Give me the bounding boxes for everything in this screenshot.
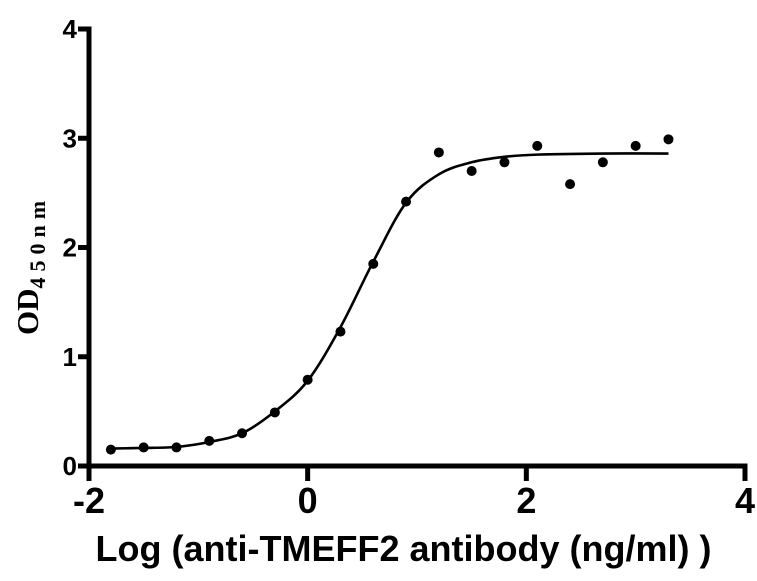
data-point [433, 147, 444, 158]
data-point [105, 444, 116, 455]
x-axis-title: Log (anti-TMEFF2 antibody (ng/ml) ) [95, 528, 712, 569]
data-point [335, 326, 346, 337]
y-tick-label: 0 [63, 451, 77, 481]
data-point [663, 134, 674, 145]
data-point [466, 166, 477, 177]
y-tick-label: 3 [63, 123, 77, 153]
data-point [368, 258, 379, 269]
data-point [499, 157, 510, 168]
data-point [302, 374, 313, 385]
y-tick-label: 1 [63, 342, 77, 372]
y-axis-title-main: OD [10, 288, 45, 336]
data-point [171, 442, 182, 453]
data-point [237, 428, 248, 439]
y-axis-title-subscript: 450nm [25, 194, 50, 289]
data-point [532, 140, 543, 151]
data-point [204, 435, 215, 446]
data-point [565, 179, 576, 190]
data-point [630, 140, 641, 151]
x-tick-label: 4 [735, 480, 755, 521]
x-tick-label: -2 [73, 480, 105, 521]
data-point [597, 157, 608, 168]
y-tick-label: 4 [63, 14, 78, 44]
y-tick-label: 2 [63, 233, 77, 263]
x-tick-label: 2 [516, 480, 536, 521]
data-point [269, 407, 280, 418]
x-tick-label: 0 [298, 480, 318, 521]
fit-curve-line [108, 152, 669, 450]
y-axis-title: OD450nm [7, 135, 50, 395]
data-point [401, 196, 412, 207]
data-point [138, 442, 149, 453]
